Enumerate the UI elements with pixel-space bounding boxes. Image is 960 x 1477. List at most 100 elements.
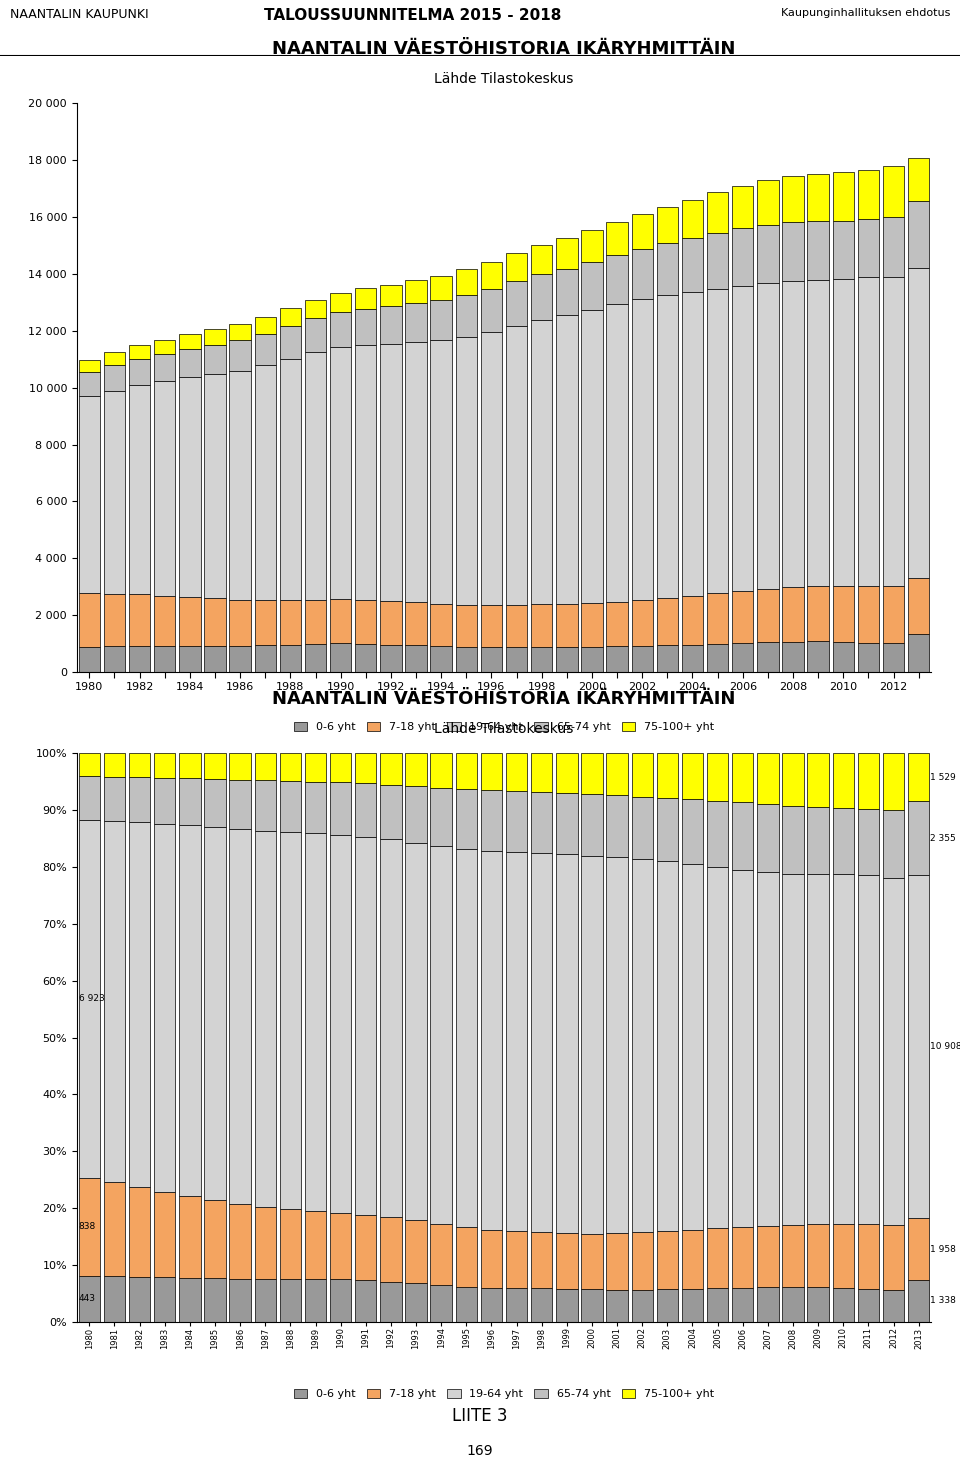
Bar	[857, 219, 879, 278]
Bar	[908, 579, 929, 634]
Bar	[104, 647, 125, 672]
Bar	[79, 396, 100, 592]
Bar	[180, 1195, 201, 1278]
Text: Lähde Tilastokeskus: Lähde Tilastokeskus	[434, 722, 574, 736]
Bar	[506, 1230, 527, 1288]
Bar	[908, 753, 929, 802]
Bar	[556, 1233, 578, 1288]
Bar	[129, 359, 151, 384]
Text: 169: 169	[467, 1445, 493, 1458]
Text: 10 908: 10 908	[930, 1043, 960, 1052]
Bar	[581, 230, 603, 261]
Bar	[908, 634, 929, 672]
Bar	[229, 323, 251, 340]
Bar	[154, 645, 176, 672]
Bar	[657, 207, 678, 244]
Bar	[180, 753, 201, 778]
Text: TALOUSSUUNNITELMA 2015 - 2018: TALOUSSUUNNITELMA 2015 - 2018	[264, 9, 562, 24]
Text: Kaupunginhallituksen ehdotus: Kaupunginhallituksen ehdotus	[781, 9, 950, 18]
Bar	[632, 753, 653, 796]
Bar	[154, 824, 176, 1192]
Bar	[254, 780, 276, 832]
Bar	[732, 186, 754, 229]
Bar	[682, 291, 703, 595]
Bar	[456, 269, 477, 294]
Bar	[832, 1288, 854, 1322]
Text: 1 338: 1 338	[930, 1297, 956, 1306]
Bar	[883, 276, 904, 586]
Bar	[732, 642, 754, 672]
Bar	[506, 753, 527, 792]
Bar	[154, 597, 176, 645]
Bar	[305, 1211, 326, 1279]
Bar	[908, 876, 929, 1219]
Bar	[79, 820, 100, 1177]
Bar	[180, 1278, 201, 1322]
Bar	[857, 876, 879, 1224]
Bar	[204, 1278, 226, 1322]
Bar	[581, 1289, 603, 1322]
Bar	[807, 1224, 828, 1286]
Bar	[506, 281, 527, 325]
Bar	[380, 1217, 401, 1282]
Bar	[632, 214, 653, 248]
Bar	[908, 1219, 929, 1281]
Bar	[782, 753, 804, 806]
Text: 1 958: 1 958	[930, 1245, 956, 1254]
Bar	[657, 1289, 678, 1322]
Bar	[481, 753, 502, 790]
Bar	[607, 601, 628, 647]
Bar	[707, 192, 729, 233]
Legend: 0-6 yht, 7-18 yht, 19-64 yht, 65-74 yht, 75-100+ yht: 0-6 yht, 7-18 yht, 19-64 yht, 65-74 yht,…	[290, 718, 718, 737]
Bar	[682, 753, 703, 799]
Bar	[782, 1286, 804, 1322]
Bar	[607, 1233, 628, 1289]
Bar	[757, 225, 779, 284]
Bar	[632, 298, 653, 600]
Bar	[782, 1224, 804, 1286]
Bar	[279, 326, 301, 359]
Bar	[556, 604, 578, 647]
Bar	[707, 288, 729, 592]
Bar	[908, 1281, 929, 1322]
Bar	[104, 821, 125, 1183]
Bar	[330, 835, 351, 1213]
Bar	[330, 1279, 351, 1322]
Bar	[857, 585, 879, 642]
Bar	[204, 344, 226, 374]
Bar	[154, 354, 176, 381]
Bar	[607, 256, 628, 304]
Bar	[279, 1210, 301, 1279]
Bar	[204, 598, 226, 645]
Legend: 0-6 yht, 7-18 yht, 19-64 yht, 65-74 yht, 75-100+ yht: 0-6 yht, 7-18 yht, 19-64 yht, 65-74 yht,…	[290, 1384, 718, 1403]
Bar	[355, 836, 376, 1214]
Bar	[79, 592, 100, 647]
Bar	[79, 1177, 100, 1276]
Bar	[380, 306, 401, 344]
Bar	[430, 300, 452, 340]
Bar	[305, 300, 326, 319]
Bar	[632, 645, 653, 672]
Bar	[229, 1279, 251, 1322]
Bar	[807, 753, 828, 808]
Bar	[607, 304, 628, 601]
Bar	[456, 647, 477, 672]
Bar	[229, 753, 251, 780]
Bar	[104, 390, 125, 594]
Bar	[405, 843, 427, 1220]
Bar	[229, 600, 251, 645]
Bar	[607, 753, 628, 796]
Bar	[330, 347, 351, 600]
Bar	[180, 334, 201, 349]
Bar	[757, 180, 779, 225]
Bar	[506, 606, 527, 647]
Bar	[279, 753, 301, 781]
Text: 838: 838	[79, 1223, 96, 1232]
Bar	[807, 641, 828, 672]
Bar	[682, 864, 703, 1230]
Bar	[556, 1288, 578, 1322]
Bar	[757, 1226, 779, 1288]
Bar	[129, 594, 151, 645]
Bar	[405, 786, 427, 843]
Bar	[531, 319, 552, 604]
